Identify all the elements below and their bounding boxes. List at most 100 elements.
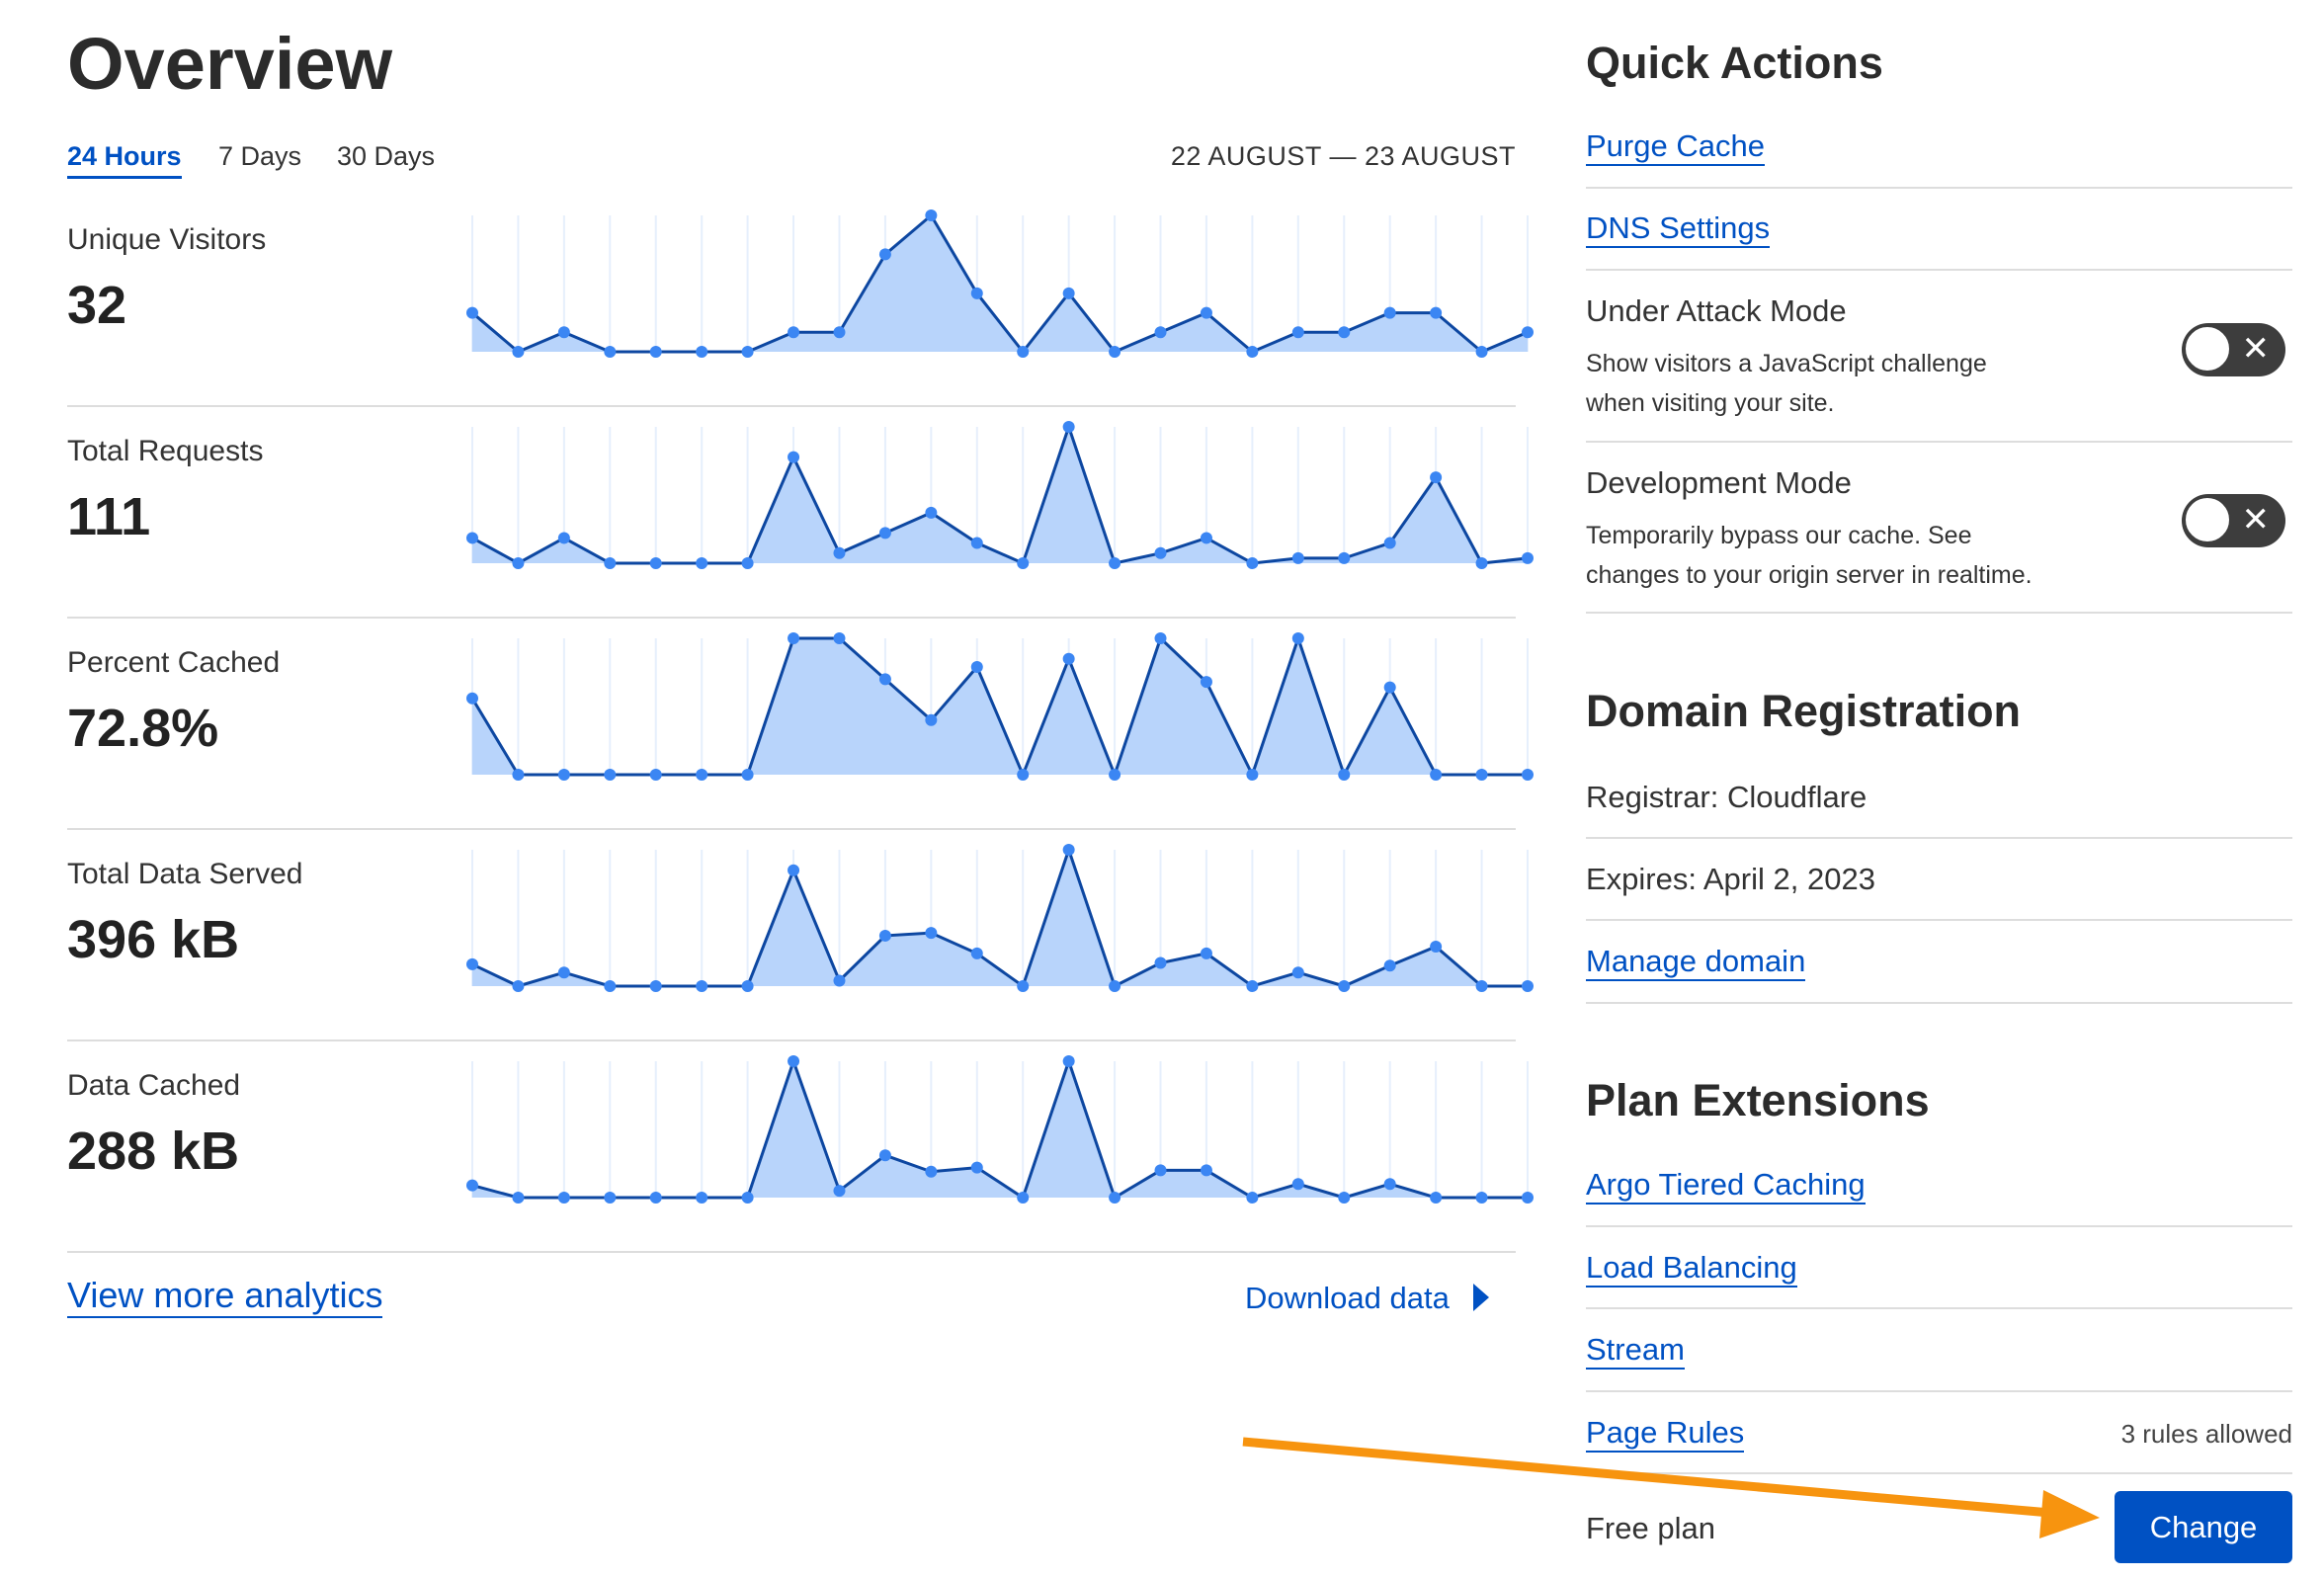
- data-point[interactable]: [1522, 551, 1534, 564]
- data-point[interactable]: [741, 980, 754, 992]
- data-point[interactable]: [604, 769, 617, 781]
- data-point[interactable]: [925, 506, 938, 519]
- data-point[interactable]: [604, 980, 617, 992]
- data-point[interactable]: [788, 326, 800, 339]
- argo-link[interactable]: Argo Tiered Caching: [1586, 1167, 1866, 1205]
- data-point[interactable]: [1291, 551, 1304, 564]
- data-point[interactable]: [1017, 769, 1030, 781]
- data-point[interactable]: [878, 673, 891, 686]
- data-point[interactable]: [1475, 980, 1488, 992]
- data-point[interactable]: [1109, 769, 1121, 781]
- data-point[interactable]: [696, 1192, 708, 1204]
- data-point[interactable]: [788, 1055, 800, 1067]
- data-point[interactable]: [1475, 769, 1488, 781]
- data-point[interactable]: [1383, 1178, 1396, 1191]
- data-point[interactable]: [1062, 844, 1075, 856]
- data-point[interactable]: [1522, 769, 1534, 781]
- data-point[interactable]: [512, 557, 525, 569]
- data-point[interactable]: [1430, 306, 1443, 319]
- data-point[interactable]: [833, 326, 846, 339]
- data-point[interactable]: [925, 927, 938, 940]
- data-point[interactable]: [1246, 1192, 1259, 1204]
- data-point[interactable]: [1017, 557, 1030, 569]
- data-point[interactable]: [1475, 346, 1488, 358]
- data-point[interactable]: [970, 947, 983, 959]
- data-point[interactable]: [1383, 537, 1396, 549]
- data-point[interactable]: [557, 1192, 570, 1204]
- manage-domain-link[interactable]: Manage domain: [1586, 944, 1806, 981]
- data-point[interactable]: [1291, 632, 1304, 644]
- data-point[interactable]: [741, 346, 754, 358]
- dev-mode-toggle[interactable]: ✕: [2182, 494, 2285, 547]
- under-attack-toggle[interactable]: ✕: [2182, 323, 2285, 376]
- data-point[interactable]: [557, 769, 570, 781]
- data-point[interactable]: [878, 248, 891, 261]
- page-rules-link[interactable]: Page Rules: [1586, 1415, 1745, 1453]
- data-point[interactable]: [1430, 769, 1443, 781]
- data-point[interactable]: [604, 557, 617, 569]
- data-point[interactable]: [604, 346, 617, 358]
- data-point[interactable]: [1522, 1192, 1534, 1204]
- data-point[interactable]: [1383, 959, 1396, 972]
- data-point[interactable]: [557, 532, 570, 544]
- data-point[interactable]: [1062, 652, 1075, 665]
- data-point[interactable]: [1338, 551, 1351, 564]
- data-point[interactable]: [466, 306, 478, 319]
- data-point[interactable]: [466, 692, 478, 705]
- data-point[interactable]: [1338, 326, 1351, 339]
- data-point[interactable]: [1154, 326, 1167, 339]
- data-point[interactable]: [649, 769, 662, 781]
- data-point[interactable]: [878, 527, 891, 540]
- data-point[interactable]: [1475, 557, 1488, 569]
- data-point[interactable]: [466, 1179, 478, 1192]
- data-point[interactable]: [1430, 940, 1443, 953]
- data-point[interactable]: [1200, 306, 1212, 319]
- data-point[interactable]: [1200, 532, 1212, 544]
- data-point[interactable]: [649, 557, 662, 569]
- data-point[interactable]: [925, 209, 938, 221]
- data-point[interactable]: [741, 1192, 754, 1204]
- data-point[interactable]: [1383, 681, 1396, 694]
- data-point[interactable]: [833, 974, 846, 987]
- data-point[interactable]: [649, 346, 662, 358]
- data-point[interactable]: [512, 980, 525, 992]
- data-point[interactable]: [1291, 326, 1304, 339]
- data-point[interactable]: [649, 1192, 662, 1204]
- data-point[interactable]: [925, 713, 938, 726]
- data-point[interactable]: [696, 769, 708, 781]
- load-balancing-link[interactable]: Load Balancing: [1586, 1250, 1797, 1288]
- data-point[interactable]: [970, 287, 983, 299]
- data-point[interactable]: [696, 980, 708, 992]
- data-point[interactable]: [1246, 980, 1259, 992]
- data-point[interactable]: [1522, 980, 1534, 992]
- tab-30-days[interactable]: 30 Days: [337, 141, 436, 171]
- change-plan-button[interactable]: Change: [2115, 1491, 2292, 1563]
- data-point[interactable]: [1154, 632, 1167, 644]
- data-point[interactable]: [741, 557, 754, 569]
- data-point[interactable]: [557, 966, 570, 979]
- data-point[interactable]: [512, 1192, 525, 1204]
- data-point[interactable]: [1017, 1192, 1030, 1204]
- data-point[interactable]: [1291, 966, 1304, 979]
- data-point[interactable]: [1062, 421, 1075, 433]
- data-point[interactable]: [604, 1192, 617, 1204]
- data-point[interactable]: [1154, 956, 1167, 969]
- data-point[interactable]: [1109, 346, 1121, 358]
- data-point[interactable]: [1522, 326, 1534, 339]
- data-point[interactable]: [1383, 306, 1396, 319]
- data-point[interactable]: [1154, 1164, 1167, 1177]
- data-point[interactable]: [788, 451, 800, 463]
- data-point[interactable]: [696, 346, 708, 358]
- data-point[interactable]: [970, 1161, 983, 1174]
- data-point[interactable]: [1200, 947, 1212, 959]
- view-more-analytics-link[interactable]: View more analytics: [67, 1275, 383, 1318]
- data-point[interactable]: [1154, 546, 1167, 559]
- data-point[interactable]: [925, 1165, 938, 1178]
- data-point[interactable]: [1338, 1192, 1351, 1204]
- data-point[interactable]: [1062, 1055, 1075, 1067]
- purge-cache-link[interactable]: Purge Cache: [1586, 128, 1765, 166]
- data-point[interactable]: [878, 1149, 891, 1162]
- data-point[interactable]: [788, 632, 800, 644]
- data-point[interactable]: [649, 980, 662, 992]
- data-point[interactable]: [1017, 346, 1030, 358]
